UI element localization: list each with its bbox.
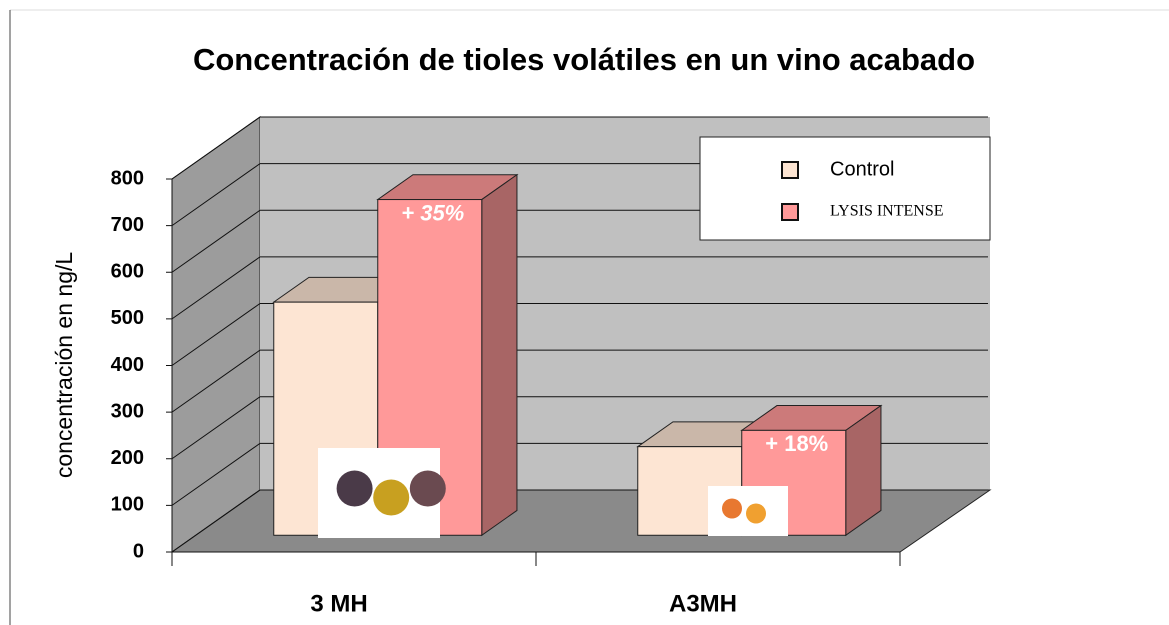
y-tick-label: 400 bbox=[111, 354, 144, 376]
y-tick-label: 500 bbox=[111, 307, 144, 329]
y-tick-label: 200 bbox=[111, 447, 144, 469]
legend-swatch bbox=[782, 162, 798, 178]
image-detail bbox=[722, 499, 742, 519]
page: Concentración de tioles volátiles en un … bbox=[0, 0, 1169, 625]
y-tick-label: 100 bbox=[111, 494, 144, 516]
image-detail bbox=[746, 504, 766, 524]
x-tick-label: 3 MH bbox=[310, 590, 367, 617]
y-tick-label: 800 bbox=[111, 167, 144, 189]
legend-box bbox=[700, 137, 990, 240]
legend-label: Control bbox=[830, 158, 894, 180]
x-tick-label: A3MH bbox=[669, 590, 737, 617]
chart: Concentración de tioles volátiles en un … bbox=[0, 0, 1169, 625]
y-axis-title: concentración en ng/L bbox=[51, 252, 77, 479]
annotation: + 18% bbox=[765, 431, 828, 456]
y-tick-label: 700 bbox=[111, 214, 144, 236]
chart-title: Concentración de tioles volátiles en un … bbox=[193, 42, 975, 77]
y-tick-label: 300 bbox=[111, 400, 144, 422]
y-tick-label: 0 bbox=[133, 540, 144, 562]
legend-swatch bbox=[782, 204, 798, 220]
image-detail bbox=[410, 471, 446, 507]
legend: Control LYSIS INTENSE bbox=[700, 137, 990, 240]
image-detail bbox=[373, 480, 409, 516]
legend-label: LYSIS INTENSE bbox=[830, 203, 944, 220]
bar-side bbox=[482, 175, 517, 536]
annotation: + 35% bbox=[401, 200, 464, 225]
y-tick-label: 600 bbox=[111, 261, 144, 283]
image-detail bbox=[337, 471, 373, 507]
